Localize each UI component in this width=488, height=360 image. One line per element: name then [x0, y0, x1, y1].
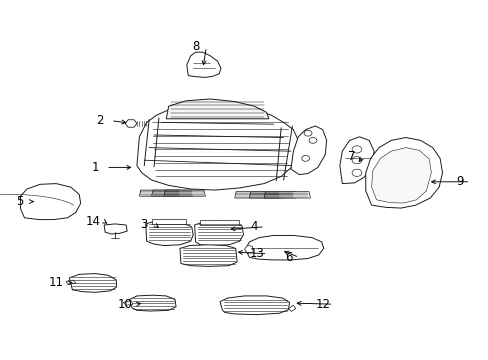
Polygon shape [194, 221, 243, 246]
Polygon shape [66, 280, 76, 284]
Polygon shape [245, 235, 323, 260]
Polygon shape [186, 52, 221, 77]
Polygon shape [371, 148, 430, 203]
Polygon shape [123, 301, 133, 305]
Polygon shape [129, 295, 176, 311]
Polygon shape [234, 192, 281, 198]
Polygon shape [104, 224, 127, 234]
Text: 7: 7 [347, 150, 355, 163]
Polygon shape [199, 220, 238, 225]
Polygon shape [166, 99, 268, 119]
Polygon shape [145, 221, 193, 246]
Polygon shape [249, 192, 295, 198]
Text: 10: 10 [117, 298, 132, 311]
Polygon shape [125, 120, 137, 127]
Text: 12: 12 [315, 298, 329, 311]
Polygon shape [137, 104, 298, 190]
Polygon shape [20, 184, 81, 220]
Text: 2: 2 [96, 114, 104, 127]
Polygon shape [244, 246, 253, 253]
Polygon shape [288, 305, 295, 311]
Polygon shape [163, 190, 205, 196]
Polygon shape [339, 137, 373, 184]
Text: 9: 9 [455, 175, 463, 188]
Text: 4: 4 [250, 220, 258, 233]
Text: 13: 13 [249, 247, 264, 260]
Text: 11: 11 [49, 276, 63, 289]
Text: 5: 5 [16, 195, 23, 208]
Polygon shape [290, 126, 326, 175]
Text: 6: 6 [284, 251, 292, 264]
Text: 1: 1 [91, 161, 99, 174]
Polygon shape [151, 219, 185, 224]
Polygon shape [69, 274, 116, 292]
Polygon shape [220, 296, 289, 315]
Polygon shape [264, 192, 310, 198]
Polygon shape [151, 190, 193, 196]
Text: 3: 3 [140, 219, 148, 231]
Polygon shape [180, 245, 237, 266]
Polygon shape [139, 190, 181, 196]
Polygon shape [365, 138, 442, 208]
Text: 14: 14 [85, 215, 100, 228]
Text: 8: 8 [191, 40, 199, 53]
